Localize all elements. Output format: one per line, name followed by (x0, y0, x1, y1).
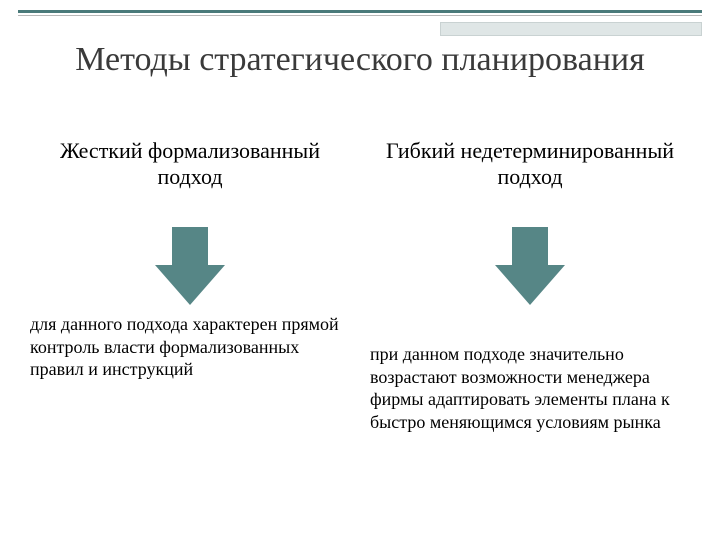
top-rule (18, 10, 702, 16)
slide: Методы стратегического планирования Жест… (0, 0, 720, 540)
arrow-wrap-right (495, 218, 565, 313)
right-heading: Гибкий недетерминированный подход (370, 138, 690, 218)
rule-thin (18, 15, 702, 16)
rule-thick (18, 10, 702, 13)
column-right: Гибкий недетерминированный подход при да… (370, 138, 690, 520)
arrow-wrap-left (155, 218, 225, 313)
page-title: Методы стратегического планирования (0, 40, 720, 79)
left-description: для данного подхода характерен прямой ко… (30, 313, 350, 381)
column-left: Жесткий формализованный подход для данно… (30, 138, 350, 520)
right-description: при данном подходе значительно возрастаю… (370, 343, 690, 433)
accent-box (440, 22, 702, 36)
columns: Жесткий формализованный подход для данно… (30, 138, 690, 520)
arrow-down-icon (155, 227, 225, 305)
arrow-down-icon (495, 227, 565, 305)
left-heading: Жесткий формализованный подход (30, 138, 350, 218)
